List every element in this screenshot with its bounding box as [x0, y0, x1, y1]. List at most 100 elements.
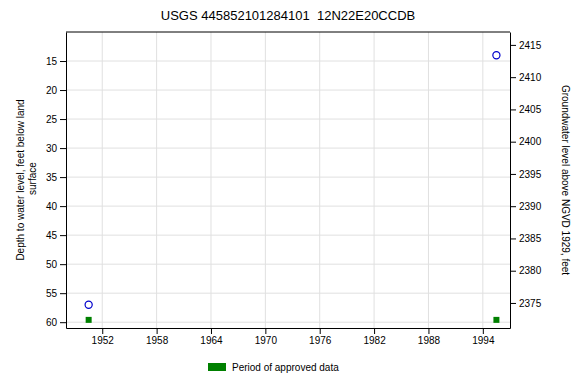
- tick: 60: [46, 317, 66, 328]
- tick: 2375: [510, 298, 542, 309]
- tick-label: 15: [46, 56, 58, 67]
- tick: 1952: [92, 328, 115, 346]
- square-marker: [86, 317, 92, 323]
- tick-mark: [510, 206, 516, 207]
- grid-line: [374, 32, 375, 328]
- tick-label: 50: [46, 259, 58, 270]
- y2-axis: 2375 2380 2385 2390 2395 2400 2405 2410 2415: [510, 33, 542, 329]
- tick-label: 1994: [472, 335, 495, 346]
- tick-mark: [60, 177, 66, 178]
- tick: 20: [46, 85, 66, 96]
- title: USGS 445852101284101 12N22E20CCDB: [161, 8, 415, 23]
- tick: 2380: [510, 265, 542, 276]
- legend-swatch: [208, 363, 226, 371]
- tick: 40: [46, 201, 66, 212]
- tick: 1994: [472, 328, 495, 346]
- tick-label: 40: [46, 201, 58, 212]
- tick: 2395: [510, 169, 542, 180]
- grid: [66, 32, 510, 328]
- tick-mark: [510, 174, 516, 175]
- tick-label: 1970: [255, 335, 278, 346]
- tick-label: 1988: [418, 335, 441, 346]
- legend-label: Period of approved data: [232, 362, 339, 373]
- tick-mark: [428, 328, 429, 334]
- grid-line: [265, 32, 266, 328]
- grid-line: [66, 235, 510, 236]
- tick-label: 1982: [363, 335, 386, 346]
- tick-mark: [320, 328, 321, 334]
- tick: 1976: [309, 328, 332, 346]
- tick-mark: [157, 328, 158, 334]
- legend: Period of approved data: [208, 362, 339, 373]
- grid-line: [66, 264, 510, 265]
- tick-mark: [510, 142, 516, 143]
- grid-line: [210, 32, 211, 328]
- grid-line: [102, 32, 103, 328]
- grid-line: [66, 90, 510, 91]
- series: [85, 52, 500, 309]
- tick-mark: [60, 119, 66, 120]
- tick-label: 1964: [200, 335, 223, 346]
- tick: 35: [46, 172, 66, 183]
- tick: 2385: [510, 233, 542, 244]
- tick-label: 55: [46, 288, 58, 299]
- tick: 1970: [255, 328, 278, 346]
- tick: 1958: [146, 328, 169, 346]
- tick-label: 45: [46, 230, 58, 241]
- plot-frame: [66, 32, 510, 33]
- y-axis: 15202530354045505560: [46, 33, 67, 329]
- grid-line: [156, 32, 157, 328]
- y-axis-label: Depth to water level, feet below land su…: [15, 99, 38, 260]
- tick-label: 2410: [519, 72, 542, 83]
- tick: 2405: [510, 104, 542, 115]
- tick-mark: [510, 45, 516, 46]
- tick: 25: [46, 114, 66, 125]
- tick-label: 20: [46, 85, 58, 96]
- tick-mark: [60, 148, 66, 149]
- axis-line: [66, 33, 67, 329]
- tick-mark: [60, 322, 66, 323]
- tick: 2410: [510, 72, 542, 83]
- grid-line: [482, 32, 483, 328]
- tick: 50: [46, 259, 66, 270]
- grid-line: [66, 293, 510, 294]
- tick: 1982: [363, 328, 386, 346]
- tick-mark: [60, 264, 66, 265]
- tick-mark: [60, 61, 66, 62]
- tick-mark: [60, 206, 66, 207]
- grid-line: [428, 32, 429, 328]
- tick-label: 2380: [519, 265, 542, 276]
- tick-label: 2390: [519, 201, 542, 212]
- square-marker: [493, 317, 499, 323]
- axis-line: [67, 328, 511, 329]
- tick-label: 60: [46, 317, 58, 328]
- tick: 2415: [510, 40, 542, 51]
- tick-label: 2395: [519, 169, 542, 180]
- tick: 1988: [418, 328, 441, 346]
- plot-area: 1952195819641970197619821988199415202530…: [46, 32, 542, 346]
- grid-line: [319, 32, 320, 328]
- tick-mark: [211, 328, 212, 334]
- tick-mark: [60, 90, 66, 91]
- tick-mark: [265, 328, 266, 334]
- marks: [85, 52, 500, 323]
- tick-mark: [510, 271, 516, 272]
- tick-mark: [374, 328, 375, 334]
- tick-label: 35: [46, 172, 58, 183]
- tick-label: 2405: [519, 104, 542, 115]
- tick-label: 2385: [519, 233, 542, 244]
- grid-line: [66, 322, 510, 323]
- tick-label: 1952: [92, 335, 115, 346]
- tick: 1964: [200, 328, 223, 346]
- tick-label: 1976: [309, 335, 332, 346]
- tick-label: 2400: [519, 136, 542, 147]
- tick-label: 25: [46, 114, 58, 125]
- tick-mark: [510, 109, 516, 110]
- y2-axis-label: Groundwater level above NGVD 1929, feet: [560, 85, 571, 275]
- tick-label: 1958: [146, 335, 169, 346]
- grid-line: [66, 206, 510, 207]
- point: [85, 301, 92, 308]
- tick-mark: [102, 328, 103, 334]
- grid-line: [66, 177, 510, 178]
- tick: 2390: [510, 201, 542, 212]
